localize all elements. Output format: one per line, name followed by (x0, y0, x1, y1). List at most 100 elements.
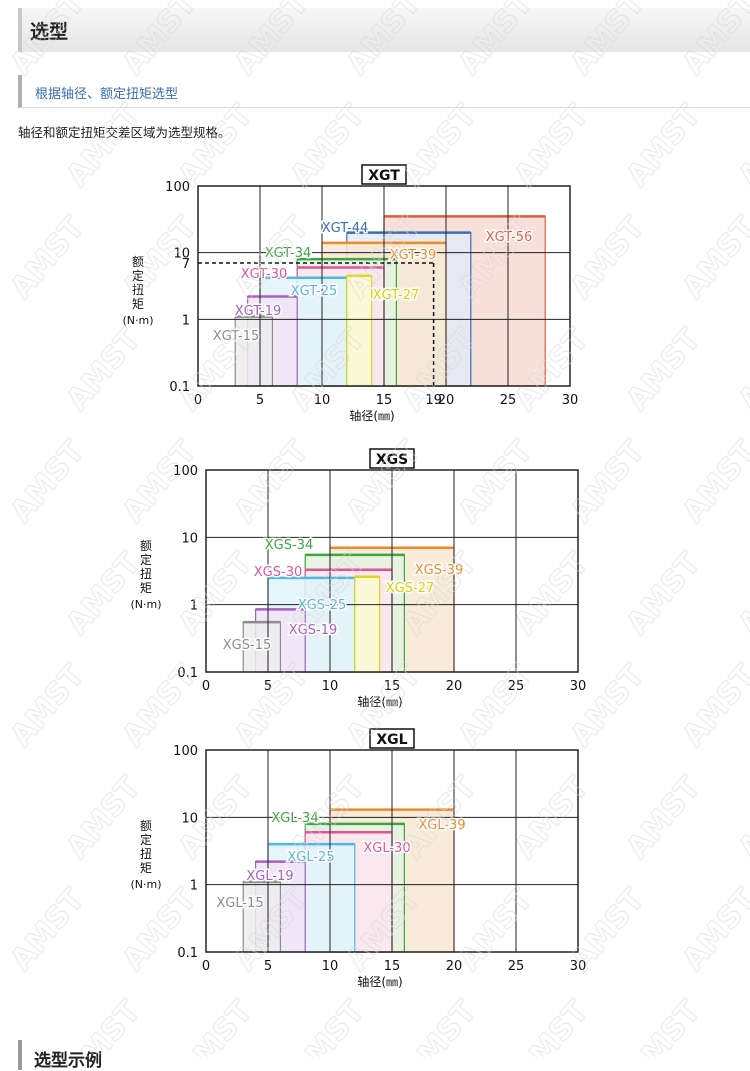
y-tick-label: 7 (182, 257, 190, 272)
x-tick-label: 15 (384, 679, 401, 694)
plot-frame (205, 469, 579, 673)
y-axis-label: (N·m) (130, 878, 161, 891)
series-label: XGS-19 (289, 623, 337, 638)
series-label: XGT-44 (322, 221, 369, 236)
series-label: XGL-30 (363, 841, 410, 856)
y-tick-label: 10 (173, 247, 190, 262)
x-tick-label: 5 (264, 679, 272, 694)
plot-frame (197, 185, 571, 387)
y-axis-label: 额 (140, 539, 152, 553)
plot-frame (205, 749, 579, 953)
x-tick-label: 25 (508, 679, 525, 694)
x-tick-label: 15 (376, 393, 393, 408)
y-axis-label: 扭 (140, 567, 152, 581)
series-label: XGL-39 (418, 818, 465, 833)
x-tick-label: 0 (202, 959, 210, 974)
chart-grid (206, 750, 578, 952)
x-axis-label: 轴径(㎜) (357, 694, 402, 709)
y-tick-label: 0.1 (177, 946, 198, 961)
y-tick-label: 10 (181, 811, 198, 826)
next-section-title: 选型示例 (34, 1051, 102, 1071)
x-tick-label: 15 (384, 959, 401, 974)
y-tick-label: 100 (173, 744, 198, 759)
x-tick-label: 5 (256, 393, 264, 408)
chart-grid (206, 470, 578, 672)
y-axis-label: 矩 (140, 861, 152, 875)
y-axis-label: 扭 (140, 847, 152, 861)
y-axis-label: 定 (132, 268, 144, 283)
y-tick-label: 1 (182, 313, 190, 328)
y-tick-label: 0.1 (169, 380, 190, 395)
series-label: XGT-27 (373, 288, 420, 303)
y-tick-label: 100 (173, 464, 198, 479)
section-header: 选型 (18, 8, 750, 52)
y-axis-label: 额 (132, 255, 144, 269)
x-tick-label: 30 (570, 959, 587, 974)
y-tick-label: 100 (165, 180, 190, 195)
chart-title-box (361, 164, 407, 185)
y-axis-label: 定 (140, 552, 152, 567)
series-label: XGL-25 (287, 850, 334, 865)
chart-svg: XGL XGL-15 XGL-19 XGL-25 XGL-30 XGL-34 XGL-39 0… (130, 728, 587, 989)
x-tick-label: 30 (562, 393, 579, 408)
x-tick-label: 0 (194, 393, 202, 408)
y-tick-label: 0.1 (177, 666, 198, 681)
intro-text: 轴径和额定扭矩交差区域为选型规格。 (18, 125, 231, 140)
y-axis-label: (N·m) (130, 598, 161, 611)
series-label: XGT-39 (390, 248, 437, 263)
chart-xgt: XGT XGT-15 XGT-19 XGT-25 XGT-27 XGT-30 XGT-34 X… (0, 162, 750, 432)
series-label: XGS-15 (223, 638, 271, 653)
chart-xgl: XGL XGL-15 XGL-19 XGL-25 XGL-30 XGL-34 XGL-39 0… (0, 726, 750, 996)
y-axis-label: 矩 (140, 581, 152, 595)
y-axis-label: (N·m) (122, 314, 153, 327)
x-tick-label: 0 (202, 679, 210, 694)
series-label: XGS-34 (265, 538, 313, 553)
chart-svg: XGT XGT-15 XGT-19 XGT-25 XGT-27 XGT-30 XGT-34 X… (122, 164, 579, 423)
x-tick-label: 19 (425, 393, 442, 408)
x-axis-label: 轴径(㎜) (349, 408, 394, 423)
x-tick-label: 25 (508, 959, 525, 974)
chart-title: XGS (376, 452, 408, 468)
y-axis-label: 定 (140, 832, 152, 847)
series-label: XGL-15 (216, 896, 263, 911)
series-label: XGS-27 (386, 581, 434, 596)
chart-title: XGT (368, 168, 400, 184)
y-axis-label: 扭 (132, 283, 144, 297)
x-tick-label: 5 (264, 959, 272, 974)
series-label: XGL-34 (271, 811, 318, 826)
series-label: XGT-34 (265, 246, 312, 261)
series-label: XGS-30 (254, 565, 302, 580)
section-title: 选型 (30, 21, 69, 43)
x-tick-label: 20 (446, 679, 463, 694)
series-label: XGS-25 (298, 598, 346, 613)
sub-header: 根据轴径、额定扭矩选型 (18, 75, 750, 108)
chart-grid (198, 186, 570, 386)
x-tick-label: 10 (322, 959, 339, 974)
chart-title-box (369, 448, 415, 469)
next-section-header: 选型示例 (18, 1040, 750, 1071)
chart-title-box (369, 728, 415, 749)
y-axis-label: 额 (140, 819, 152, 833)
series-region-xgl-15 (242, 881, 281, 953)
series-region-xgt-15 (234, 315, 273, 387)
series-label: XGT-56 (486, 230, 533, 245)
x-tick-label: 10 (322, 679, 339, 694)
y-tick-label: 1 (190, 879, 198, 894)
y-tick-label: 10 (181, 531, 198, 546)
series-region-xgs-15 (242, 621, 281, 673)
series-label: XGS-39 (415, 563, 463, 578)
x-axis-label: 轴径(㎜) (357, 974, 402, 989)
y-axis-label: 矩 (132, 297, 144, 311)
chart-xgs: XGS XGS-15 XGS-19 XGS-25 XGS-27 XGS-30 XGS-34 X… (0, 446, 750, 716)
sub-title: 根据轴径、额定扭矩选型 (35, 87, 179, 102)
x-tick-label: 25 (500, 393, 517, 408)
chart-title: XGL (376, 732, 407, 748)
x-tick-label: 30 (570, 679, 587, 694)
chart-svg: XGS XGS-15 XGS-19 XGS-25 XGS-27 XGS-30 XGS-34 X… (130, 448, 587, 709)
series-label: XGL-19 (246, 869, 293, 884)
series-label: XGT-30 (241, 267, 288, 282)
series-label: XGT-15 (213, 329, 260, 344)
x-tick-label: 20 (438, 393, 455, 408)
series-label: XGT-19 (235, 304, 282, 319)
series-region-xgs-27 (354, 576, 381, 673)
